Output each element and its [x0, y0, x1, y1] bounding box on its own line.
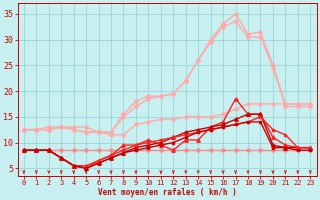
X-axis label: Vent moyen/en rafales ( km/h ): Vent moyen/en rafales ( km/h )	[98, 188, 236, 197]
